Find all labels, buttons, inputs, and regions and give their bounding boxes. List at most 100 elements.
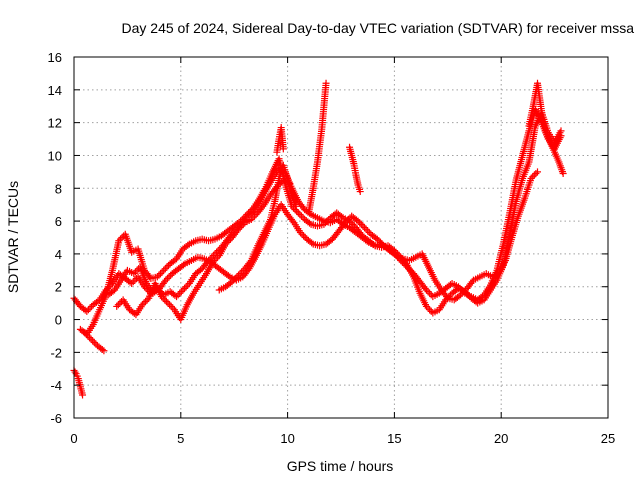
data-point (356, 219, 364, 227)
data-point (90, 339, 98, 347)
data-point (130, 270, 138, 278)
data-point (114, 301, 122, 309)
data-point (424, 304, 432, 312)
axis-ticks: 0 5 10 15 20 25 -6 -4 -2 0 2 4 6 8 10 12 14 16 (48, 50, 616, 446)
data-point (230, 276, 238, 284)
data-point (162, 276, 170, 284)
data-point (296, 229, 304, 237)
data-point (375, 237, 383, 245)
data-point (84, 306, 92, 314)
data-point (214, 253, 222, 261)
data-point (360, 224, 368, 232)
data-point (246, 207, 254, 215)
data-point (294, 209, 302, 217)
y-tick-label: 2 (55, 280, 62, 295)
data-point (279, 145, 287, 153)
y-tick-label: 16 (48, 50, 62, 65)
data-point (89, 337, 97, 345)
data-point (357, 220, 365, 228)
data-point (224, 272, 232, 280)
data-point (173, 293, 181, 301)
y-axis-label: SDTVAR / TECUs (5, 181, 21, 293)
grid (74, 57, 608, 418)
series-satellite-track-J (81, 329, 108, 355)
data-point (343, 217, 351, 225)
data-point (239, 220, 247, 228)
data-point (155, 271, 163, 279)
data-point (184, 241, 192, 249)
data-point (157, 270, 165, 278)
data-point (166, 301, 174, 309)
data-point (228, 278, 236, 286)
series-satellite-track-G (346, 143, 364, 196)
data-point (81, 329, 89, 337)
data-point (245, 209, 253, 217)
data-point (84, 332, 92, 340)
data-point (142, 297, 150, 305)
data-point (424, 288, 432, 296)
chart-title: Day 245 of 2024, Sidereal Day-to-day VTE… (122, 20, 635, 36)
y-tick-label: 10 (48, 148, 62, 163)
data-point (83, 307, 91, 315)
data-point (236, 270, 244, 278)
data-point (159, 294, 167, 302)
data-point (118, 234, 126, 241)
data-point (164, 299, 172, 307)
data-point (298, 230, 306, 238)
data-point (160, 266, 168, 274)
data-point (184, 281, 192, 289)
data-point (305, 219, 313, 227)
data-point (143, 296, 151, 304)
data-point (341, 219, 349, 227)
data-point (153, 273, 161, 281)
data-point (181, 284, 189, 292)
data-point (129, 278, 137, 286)
y-tick-label: 6 (55, 214, 62, 229)
data-point (249, 214, 257, 222)
data-point (233, 273, 241, 281)
data-point (236, 224, 244, 232)
data-point (530, 171, 538, 179)
data-point (158, 293, 166, 301)
data-point (131, 268, 139, 276)
data-point (234, 225, 242, 233)
data-point (422, 286, 430, 294)
data-point (370, 240, 378, 248)
y-tick-label: 4 (55, 247, 62, 262)
data-point (138, 301, 146, 309)
data-point (426, 289, 434, 297)
data-point (243, 211, 251, 219)
data-point (364, 227, 372, 235)
data-point (344, 215, 352, 223)
series-satellite-track-I (70, 366, 87, 399)
data-point (165, 273, 173, 281)
data-point (320, 220, 328, 228)
data-point (238, 268, 246, 276)
data-point (167, 302, 175, 310)
data-point (241, 212, 249, 220)
data-point (422, 302, 430, 310)
data-point (527, 174, 535, 182)
data-point (85, 334, 93, 342)
data-point (140, 299, 148, 307)
data-point (82, 330, 90, 338)
data-point (163, 275, 171, 283)
y-tick-label: -2 (50, 345, 62, 360)
x-tick-label: 0 (70, 431, 77, 446)
data-point (250, 212, 258, 220)
y-tick-label: 8 (55, 181, 62, 196)
data-point (557, 127, 565, 135)
data-point (259, 202, 267, 210)
data-point (115, 237, 123, 245)
data-point (161, 265, 169, 273)
data-point (322, 79, 330, 87)
data-point (86, 304, 94, 312)
data-point (234, 271, 242, 279)
data-point (71, 368, 79, 376)
plot-frame (73, 56, 609, 419)
data-point (179, 261, 187, 269)
data-point (246, 258, 254, 266)
data-point (391, 250, 399, 258)
data-point (87, 335, 95, 343)
